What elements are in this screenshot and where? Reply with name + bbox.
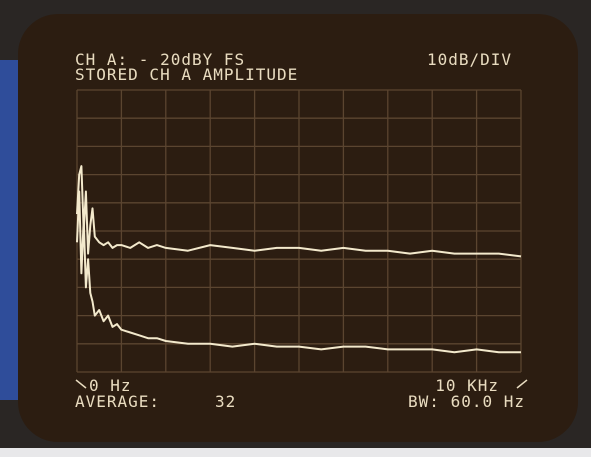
page-edge — [0, 448, 591, 457]
crt-screen — [18, 14, 578, 442]
bandwidth: BW: 60.0 Hz — [408, 392, 525, 411]
trace — [76, 190, 521, 354]
x-tick-label: 10 KHz — [435, 376, 499, 395]
header-right: 10dB/DIV — [427, 50, 512, 69]
average-value: 32 — [215, 392, 236, 411]
tick-slash — [75, 379, 87, 389]
subtitle: STORED CH A AMPLITUDE — [75, 65, 298, 84]
graticule — [76, 89, 522, 373]
trace — [76, 165, 522, 258]
x-tick-label: 0 Hz — [89, 376, 132, 395]
tick-slash — [516, 379, 528, 389]
header-left: CH A: - 20dBY FS — [75, 50, 245, 69]
average-label: AVERAGE: — [75, 392, 160, 411]
